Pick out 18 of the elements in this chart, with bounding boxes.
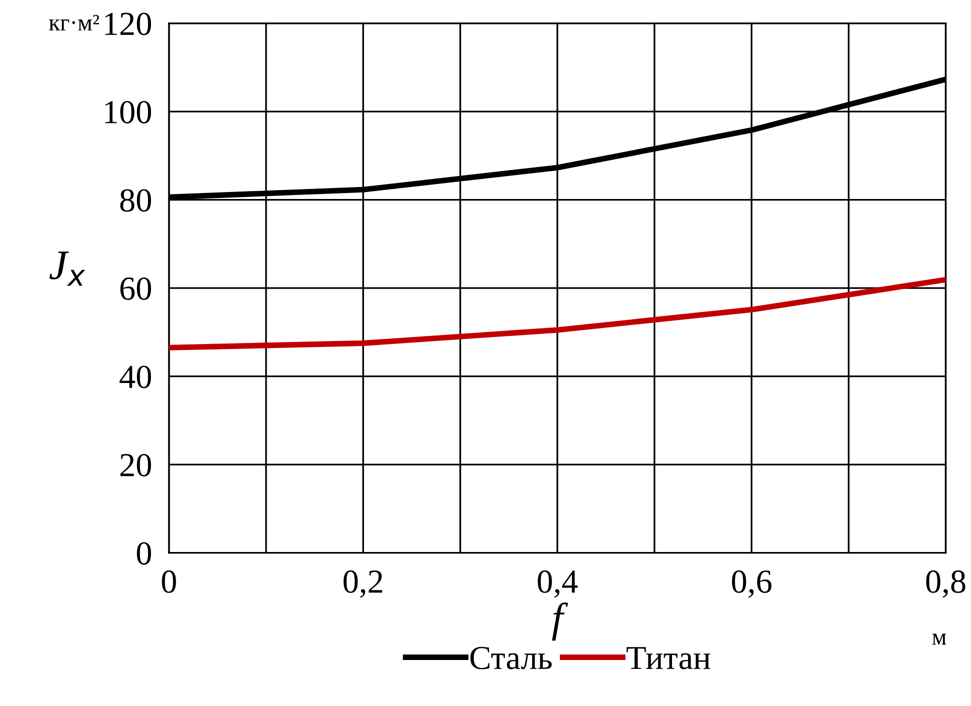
x-tick-label: 0,4 bbox=[538, 570, 578, 598]
y-tick-label: 60 bbox=[120, 277, 152, 300]
y-tick-label: 80 bbox=[120, 189, 152, 212]
y-tick-label: 100 bbox=[105, 100, 152, 124]
text: кг·м² bbox=[48, 14, 100, 30]
y-tick-label: 0 bbox=[136, 542, 152, 565]
y-axis-title: J$_{x}$ bbox=[49, 252, 86, 286]
x-axis-title: f bbox=[552, 602, 568, 641]
y-tick-label: 20 bbox=[120, 454, 152, 476]
text: м bbox=[932, 634, 946, 645]
y-tick-label: 40 bbox=[120, 366, 152, 388]
legend-label: Титан bbox=[626, 647, 710, 670]
y-tick-label: 120 bbox=[105, 12, 152, 36]
x-tick-label: 0 bbox=[162, 570, 176, 593]
x-tick-label: 0,2 bbox=[344, 570, 382, 598]
x-tick-label: 0,8 bbox=[926, 570, 966, 598]
legend-label: Сталь bbox=[470, 646, 552, 670]
x-tick-label: 0,6 bbox=[732, 570, 772, 598]
